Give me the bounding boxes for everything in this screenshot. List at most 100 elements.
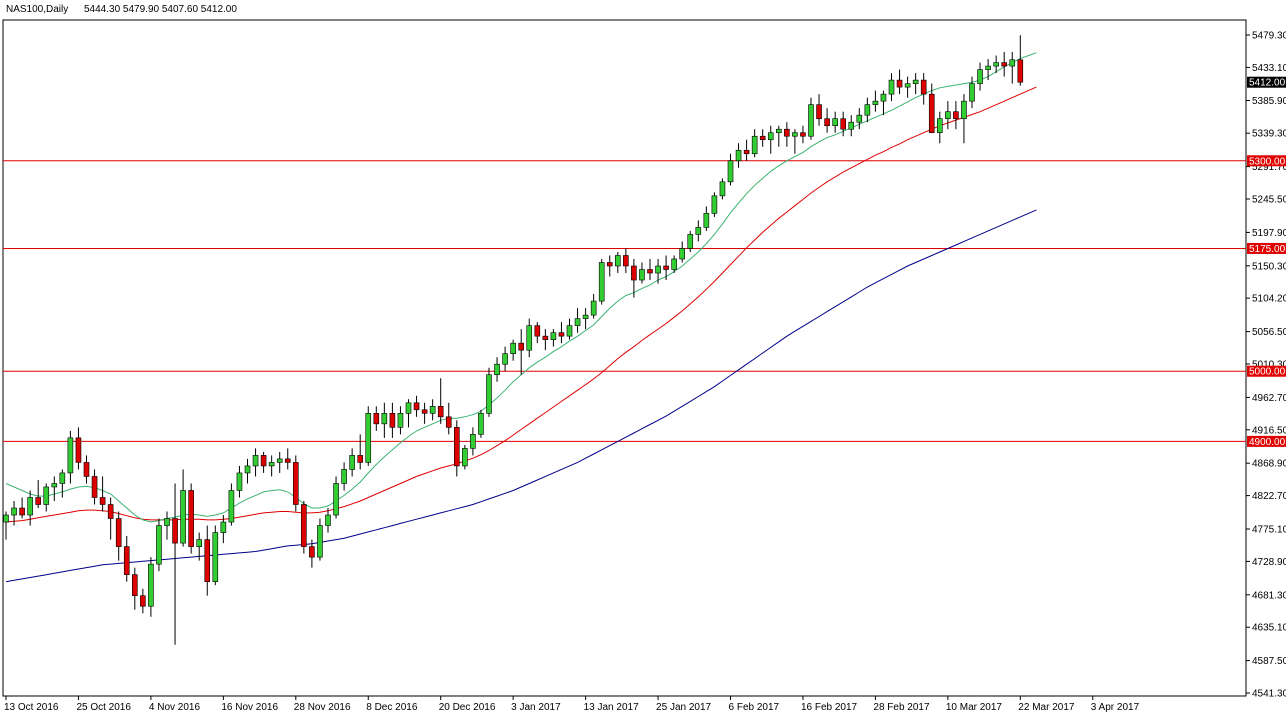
candle bbox=[920, 73, 927, 105]
candle bbox=[284, 448, 291, 470]
candle bbox=[534, 322, 541, 344]
x-tick-label: 4 Nov 2016 bbox=[149, 702, 201, 713]
candle bbox=[43, 483, 50, 512]
candle-body-bull bbox=[510, 342, 516, 354]
x-tick-label: 6 Feb 2017 bbox=[729, 702, 780, 713]
ohlc-readout: 5444.30 5479.90 5407.60 5412.00 bbox=[84, 4, 237, 15]
candle bbox=[148, 557, 154, 617]
candle-body-bear bbox=[816, 104, 822, 119]
candle bbox=[977, 62, 983, 91]
candle bbox=[19, 497, 25, 519]
candle bbox=[381, 402, 388, 438]
candle-body-bear bbox=[663, 265, 669, 270]
candle bbox=[478, 409, 484, 438]
candle-body-bull bbox=[397, 413, 404, 428]
candle-body-bear bbox=[413, 402, 420, 411]
y-tick-label: 5010.30 bbox=[1252, 360, 1286, 371]
candle-body-bull bbox=[365, 413, 372, 463]
candle-body-bull bbox=[969, 83, 975, 102]
candle bbox=[735, 143, 742, 168]
candle bbox=[373, 406, 380, 431]
candle bbox=[623, 248, 629, 274]
x-tick-label: 13 Jan 2017 bbox=[584, 702, 639, 713]
candle-body-bull bbox=[325, 514, 331, 526]
candle-body-bull bbox=[945, 111, 951, 119]
candle-body-bear bbox=[83, 462, 90, 477]
level-label: 5175.00 bbox=[1249, 244, 1286, 255]
candle bbox=[405, 399, 412, 428]
y-tick-label: 5433.10 bbox=[1252, 63, 1286, 74]
candle bbox=[566, 318, 573, 340]
candle-body-bull bbox=[220, 521, 227, 533]
candle bbox=[260, 451, 267, 473]
candle-body-bull bbox=[775, 128, 782, 134]
candle-body-bull bbox=[679, 248, 686, 260]
candle-body-bear bbox=[558, 332, 565, 337]
candle-body-bear bbox=[518, 342, 525, 351]
candle-body-bear bbox=[759, 135, 766, 141]
candle-body-bull bbox=[550, 332, 557, 340]
candle-body-bear bbox=[140, 595, 146, 607]
candle-body-bull bbox=[808, 104, 814, 137]
candle-body-bear bbox=[800, 132, 806, 137]
candle-body-bull bbox=[51, 483, 58, 488]
candle bbox=[123, 536, 130, 582]
candle-body-bull bbox=[864, 104, 871, 116]
level-label-bg bbox=[1247, 242, 1286, 254]
candle-body-bull bbox=[470, 434, 476, 449]
x-tick-label: 28 Feb 2017 bbox=[873, 702, 930, 713]
candle bbox=[655, 258, 661, 284]
y-tick-label: 5150.30 bbox=[1252, 261, 1286, 272]
candle bbox=[872, 90, 879, 112]
y-tick-label: 5104.20 bbox=[1252, 294, 1286, 305]
x-tick-label: 22 Mar 2017 bbox=[1018, 702, 1075, 713]
candle bbox=[172, 483, 178, 645]
candle bbox=[470, 427, 476, 456]
candle-body-bear bbox=[373, 413, 380, 425]
candle bbox=[945, 101, 951, 130]
candle bbox=[840, 111, 847, 137]
candle-body-bull bbox=[333, 483, 339, 516]
price-axis: 5479.30 5433.10 5385.90 5339.30 5291.70 5245.… bbox=[1246, 31, 1286, 700]
candle bbox=[864, 97, 871, 123]
candle bbox=[252, 448, 259, 477]
candle-body-bull bbox=[912, 79, 919, 84]
candle bbox=[502, 346, 508, 372]
candle-body-bear bbox=[631, 265, 637, 281]
candle bbox=[309, 539, 315, 568]
candle-body-bear bbox=[1017, 59, 1024, 83]
candle bbox=[276, 451, 283, 473]
candle bbox=[824, 108, 830, 133]
candle bbox=[703, 206, 710, 231]
level-label-bg bbox=[1247, 155, 1286, 167]
candle-body-bull bbox=[767, 132, 774, 141]
candle bbox=[687, 230, 694, 252]
candle-body-bull bbox=[880, 93, 887, 102]
candle-body-bear bbox=[824, 118, 830, 127]
candle bbox=[558, 322, 565, 344]
candle-body-bear bbox=[928, 93, 935, 134]
candle-body-bull bbox=[27, 497, 33, 516]
candle-body-bull bbox=[719, 181, 726, 197]
candle-body-bear bbox=[743, 149, 750, 155]
candle bbox=[421, 402, 428, 424]
candle-body-bull bbox=[703, 213, 710, 228]
candle-body-bear bbox=[784, 128, 790, 137]
y-tick-label: 4635.10 bbox=[1252, 623, 1286, 634]
candle-body-bear bbox=[647, 269, 653, 274]
candle bbox=[711, 192, 718, 217]
candle bbox=[695, 220, 702, 242]
candle-body-bull bbox=[180, 490, 186, 544]
candle-body-bull bbox=[148, 563, 154, 607]
candle bbox=[11, 501, 17, 526]
candle bbox=[816, 94, 822, 126]
candle bbox=[936, 111, 943, 144]
candle bbox=[848, 115, 855, 137]
candle bbox=[928, 83, 935, 134]
candle-body-bull bbox=[566, 325, 573, 337]
candle-body-bull bbox=[590, 300, 597, 316]
candle-body-bear bbox=[301, 504, 307, 547]
candle bbox=[462, 444, 468, 470]
